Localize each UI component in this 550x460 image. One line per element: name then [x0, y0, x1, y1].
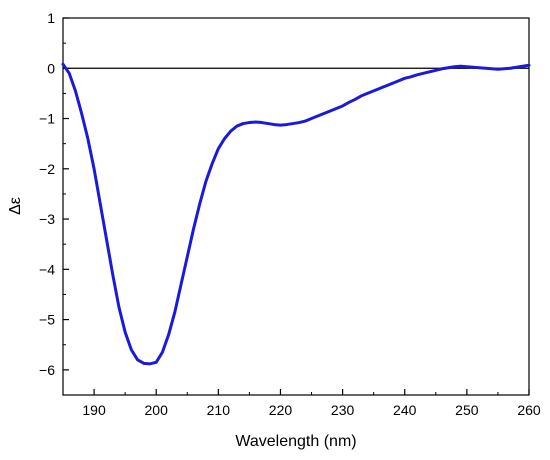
y-tick-label: −2	[39, 161, 55, 177]
x-tick-label: 250	[455, 402, 479, 418]
plot-frame	[62, 17, 530, 396]
y-tick-label: −1	[39, 111, 55, 127]
x-tick-label: 190	[82, 402, 106, 418]
x-axis-ticks: 190 200 210 220 230 240 250 260	[62, 389, 541, 418]
y-tick-label: 1	[47, 10, 55, 26]
y-axis-label: Δε	[7, 197, 24, 215]
x-tick-label: 210	[207, 402, 231, 418]
x-axis-label: Wavelength (nm)	[235, 433, 356, 450]
y-tick-label: −5	[39, 312, 55, 328]
series-line	[61, 62, 531, 366]
y-tick-label: −6	[39, 362, 55, 378]
y-tick-label: −3	[39, 211, 55, 227]
y-axis-ticks: 1 0 −1 −2 −3 −4 −5 −6	[39, 10, 69, 396]
x-tick-label: 220	[269, 402, 293, 418]
y-tick-label: −4	[39, 261, 55, 277]
y-tick-label: 0	[47, 60, 55, 76]
x-tick-label: 200	[145, 402, 169, 418]
x-tick-label: 240	[393, 402, 417, 418]
x-tick-label: 260	[517, 402, 541, 418]
x-tick-label: 230	[331, 402, 355, 418]
